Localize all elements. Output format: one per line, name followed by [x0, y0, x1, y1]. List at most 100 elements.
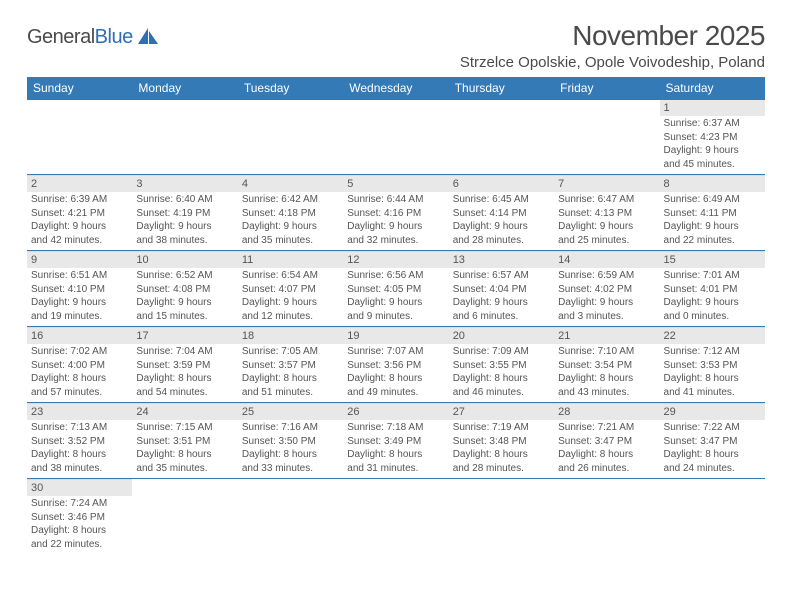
sunset-text: Sunset: 3:55 PM	[453, 359, 550, 373]
daylight-text: and 15 minutes.	[136, 310, 233, 324]
sunrise-text: Sunrise: 6:45 AM	[453, 193, 550, 207]
day-info: Sunrise: 7:16 AMSunset: 3:50 PMDaylight:…	[238, 420, 343, 478]
daylight-text: and 9 minutes.	[347, 310, 444, 324]
day-number: 13	[449, 251, 554, 268]
daylight-text: Daylight: 9 hours	[453, 296, 550, 310]
daylight-text: Daylight: 9 hours	[664, 220, 761, 234]
sunrise-text: Sunrise: 7:04 AM	[136, 345, 233, 359]
daylight-text: and 35 minutes.	[136, 462, 233, 476]
sunset-text: Sunset: 4:23 PM	[664, 131, 761, 145]
day-number: 29	[660, 403, 765, 420]
sunrise-text: Sunrise: 6:56 AM	[347, 269, 444, 283]
sunrise-text: Sunrise: 6:47 AM	[558, 193, 655, 207]
sunrise-text: Sunrise: 7:19 AM	[453, 421, 550, 435]
daylight-text: Daylight: 9 hours	[558, 296, 655, 310]
daylight-text: Daylight: 8 hours	[347, 372, 444, 386]
daylight-text: and 38 minutes.	[136, 234, 233, 248]
day-info: Sunrise: 7:19 AMSunset: 3:48 PMDaylight:…	[449, 420, 554, 478]
day-number: 25	[238, 403, 343, 420]
sunrise-text: Sunrise: 6:57 AM	[453, 269, 550, 283]
daylight-text: Daylight: 8 hours	[558, 372, 655, 386]
day-number: 27	[449, 403, 554, 420]
weekday-header-cell: Friday	[554, 77, 659, 100]
daylight-text: and 19 minutes.	[31, 310, 128, 324]
daylight-text: Daylight: 9 hours	[347, 296, 444, 310]
day-cell: 2Sunrise: 6:39 AMSunset: 4:21 PMDaylight…	[27, 175, 132, 250]
empty-day-cell	[343, 479, 448, 554]
day-info: Sunrise: 7:05 AMSunset: 3:57 PMDaylight:…	[238, 344, 343, 402]
day-cell: 4Sunrise: 6:42 AMSunset: 4:18 PMDaylight…	[238, 175, 343, 250]
sunset-text: Sunset: 3:46 PM	[31, 511, 128, 525]
day-cell: 17Sunrise: 7:04 AMSunset: 3:59 PMDayligh…	[132, 327, 237, 402]
day-info: Sunrise: 6:49 AMSunset: 4:11 PMDaylight:…	[660, 192, 765, 250]
day-cell: 18Sunrise: 7:05 AMSunset: 3:57 PMDayligh…	[238, 327, 343, 402]
day-cell: 13Sunrise: 6:57 AMSunset: 4:04 PMDayligh…	[449, 251, 554, 326]
daylight-text: and 26 minutes.	[558, 462, 655, 476]
day-number: 19	[343, 327, 448, 344]
daylight-text: and 41 minutes.	[664, 386, 761, 400]
day-cell: 16Sunrise: 7:02 AMSunset: 4:00 PMDayligh…	[27, 327, 132, 402]
day-info: Sunrise: 7:15 AMSunset: 3:51 PMDaylight:…	[132, 420, 237, 478]
day-info: Sunrise: 7:24 AMSunset: 3:46 PMDaylight:…	[27, 496, 132, 554]
daylight-text: Daylight: 8 hours	[136, 372, 233, 386]
day-cell: 27Sunrise: 7:19 AMSunset: 3:48 PMDayligh…	[449, 403, 554, 478]
sunset-text: Sunset: 4:08 PM	[136, 283, 233, 297]
daylight-text: Daylight: 8 hours	[136, 448, 233, 462]
sunset-text: Sunset: 3:56 PM	[347, 359, 444, 373]
week-row: 23Sunrise: 7:13 AMSunset: 3:52 PMDayligh…	[27, 403, 765, 479]
weekday-header-cell: Tuesday	[238, 77, 343, 100]
sunrise-text: Sunrise: 7:22 AM	[664, 421, 761, 435]
day-info: Sunrise: 7:12 AMSunset: 3:53 PMDaylight:…	[660, 344, 765, 402]
daylight-text: and 3 minutes.	[558, 310, 655, 324]
daylight-text: Daylight: 8 hours	[31, 524, 128, 538]
sunrise-text: Sunrise: 7:12 AM	[664, 345, 761, 359]
day-info: Sunrise: 7:10 AMSunset: 3:54 PMDaylight:…	[554, 344, 659, 402]
daylight-text: Daylight: 9 hours	[558, 220, 655, 234]
empty-day-cell	[132, 100, 237, 174]
day-info: Sunrise: 6:59 AMSunset: 4:02 PMDaylight:…	[554, 268, 659, 326]
sunset-text: Sunset: 4:05 PM	[347, 283, 444, 297]
sunset-text: Sunset: 3:53 PM	[664, 359, 761, 373]
logo-text-general: General	[27, 26, 95, 48]
sunrise-text: Sunrise: 7:21 AM	[558, 421, 655, 435]
sunrise-text: Sunrise: 6:42 AM	[242, 193, 339, 207]
day-cell: 28Sunrise: 7:21 AMSunset: 3:47 PMDayligh…	[554, 403, 659, 478]
day-info: Sunrise: 7:18 AMSunset: 3:49 PMDaylight:…	[343, 420, 448, 478]
daylight-text: and 57 minutes.	[31, 386, 128, 400]
daylight-text: Daylight: 9 hours	[136, 220, 233, 234]
sunset-text: Sunset: 4:00 PM	[31, 359, 128, 373]
sunset-text: Sunset: 4:16 PM	[347, 207, 444, 221]
sunset-text: Sunset: 3:51 PM	[136, 435, 233, 449]
sunset-text: Sunset: 4:11 PM	[664, 207, 761, 221]
day-cell: 1Sunrise: 6:37 AMSunset: 4:23 PMDaylight…	[660, 100, 765, 174]
daylight-text: and 12 minutes.	[242, 310, 339, 324]
sunrise-text: Sunrise: 7:02 AM	[31, 345, 128, 359]
sunset-text: Sunset: 3:47 PM	[558, 435, 655, 449]
day-info: Sunrise: 6:40 AMSunset: 4:19 PMDaylight:…	[132, 192, 237, 250]
empty-day-cell	[554, 479, 659, 554]
day-info: Sunrise: 6:51 AMSunset: 4:10 PMDaylight:…	[27, 268, 132, 326]
empty-day-cell	[660, 479, 765, 554]
day-cell: 12Sunrise: 6:56 AMSunset: 4:05 PMDayligh…	[343, 251, 448, 326]
sunrise-text: Sunrise: 6:54 AM	[242, 269, 339, 283]
sunrise-text: Sunrise: 6:40 AM	[136, 193, 233, 207]
daylight-text: Daylight: 9 hours	[664, 144, 761, 158]
day-info: Sunrise: 6:44 AMSunset: 4:16 PMDaylight:…	[343, 192, 448, 250]
sunrise-text: Sunrise: 7:05 AM	[242, 345, 339, 359]
sunrise-text: Sunrise: 7:13 AM	[31, 421, 128, 435]
calendar-grid: SundayMondayTuesdayWednesdayThursdayFrid…	[27, 77, 765, 554]
sunset-text: Sunset: 3:54 PM	[558, 359, 655, 373]
daylight-text: and 43 minutes.	[558, 386, 655, 400]
day-number: 1	[660, 100, 765, 116]
daylight-text: Daylight: 8 hours	[31, 448, 128, 462]
logo: GeneralBlue	[27, 26, 159, 49]
sunset-text: Sunset: 4:18 PM	[242, 207, 339, 221]
day-number: 6	[449, 175, 554, 192]
daylight-text: Daylight: 9 hours	[664, 296, 761, 310]
daylight-text: Daylight: 9 hours	[453, 220, 550, 234]
day-number: 7	[554, 175, 659, 192]
week-row: 30Sunrise: 7:24 AMSunset: 3:46 PMDayligh…	[27, 479, 765, 554]
daylight-text: and 45 minutes.	[664, 158, 761, 172]
sunrise-text: Sunrise: 7:15 AM	[136, 421, 233, 435]
empty-day-cell	[343, 100, 448, 174]
